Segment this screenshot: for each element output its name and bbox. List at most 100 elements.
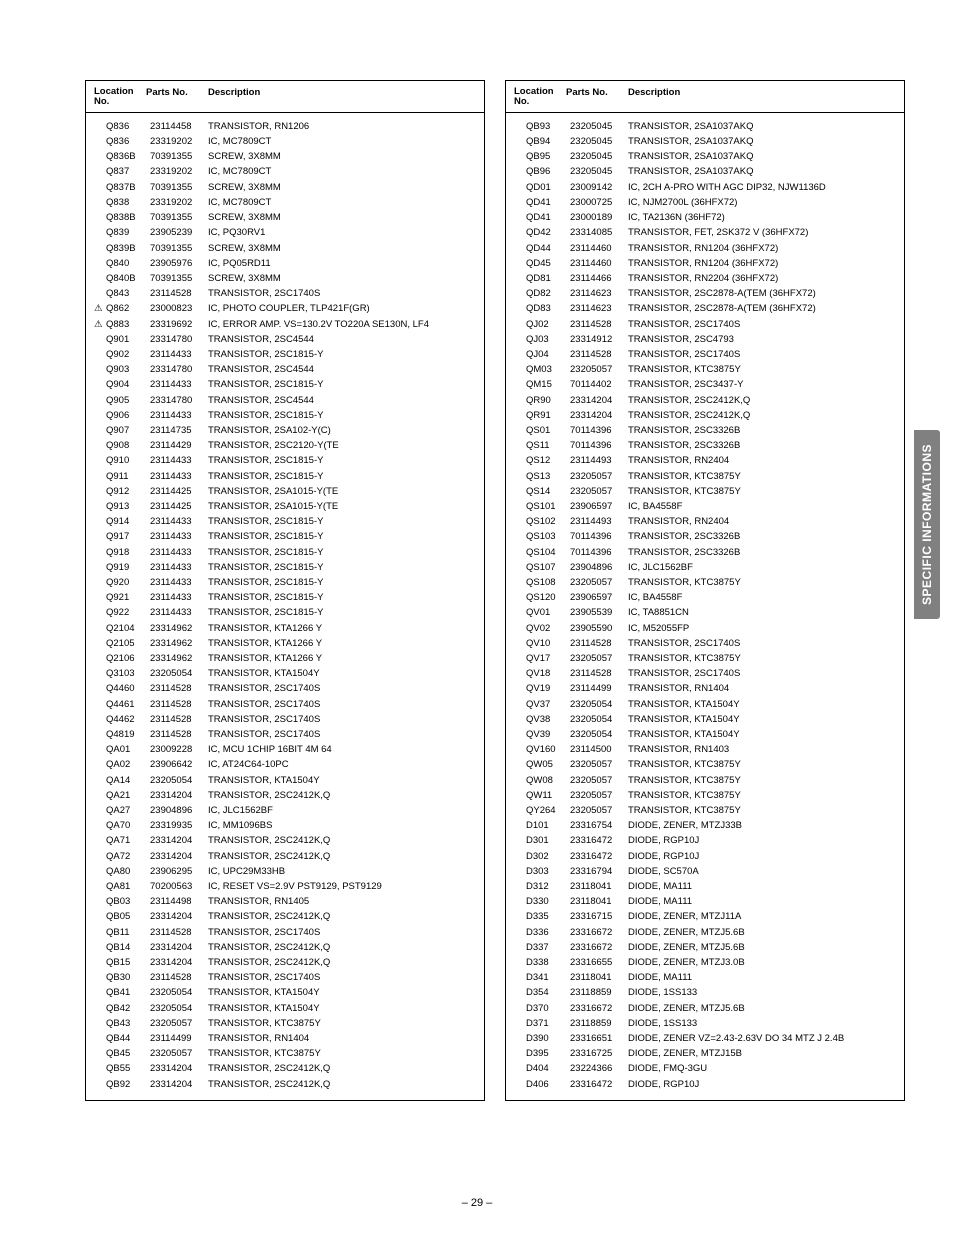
warning-icon bbox=[514, 1001, 526, 1016]
cell-location: QD41 bbox=[526, 210, 570, 225]
cell-location: QD83 bbox=[526, 301, 570, 316]
table-row: QW1123205057TRANSISTOR, KTC3875Y bbox=[514, 788, 896, 803]
table-row: Q91823114433TRANSISTOR, 2SC1815-Y bbox=[94, 545, 476, 560]
cell-description: TRANSISTOR, RN1206 bbox=[208, 119, 476, 134]
cell-location: QS103 bbox=[526, 529, 570, 544]
warning-icon bbox=[94, 864, 106, 879]
table-row: QA0223906642IC, AT24C64-10PC bbox=[94, 757, 476, 772]
cell-parts: 70200563 bbox=[150, 879, 208, 894]
cell-description: TRANSISTOR, FET, 2SK372 V (36HFX72) bbox=[628, 225, 896, 240]
cell-location: QB05 bbox=[106, 909, 150, 924]
warning-icon bbox=[94, 1077, 106, 1092]
cell-description: TRANSISTOR, 2SC4544 bbox=[208, 362, 476, 377]
cell-parts: 23114499 bbox=[150, 1031, 208, 1046]
warning-icon bbox=[514, 712, 526, 727]
cell-parts: 23224366 bbox=[570, 1061, 628, 1076]
cell-location: QB93 bbox=[526, 119, 570, 134]
cell-description: DIODE, ZENER, MTZJ11A bbox=[628, 909, 896, 924]
cell-description: TRANSISTOR, KTC3875Y bbox=[628, 469, 896, 484]
cell-description: TRANSISTOR, RN1404 bbox=[208, 1031, 476, 1046]
cell-location: Q843 bbox=[106, 286, 150, 301]
cell-description: TRANSISTOR, KTC3875Y bbox=[628, 803, 896, 818]
cell-location: Q920 bbox=[106, 575, 150, 590]
warning-icon bbox=[514, 575, 526, 590]
table-row: D34123118041DIODE, MA111 bbox=[514, 970, 896, 985]
warning-icon bbox=[514, 1016, 526, 1031]
table-row: QV3923205054TRANSISTOR, KTA1504Y bbox=[514, 727, 896, 742]
table-row: Q84023905976IC, PQ05RD11 bbox=[94, 256, 476, 271]
table-row: D39023316651DIODE, ZENER VZ=2.43-2.63V D… bbox=[514, 1031, 896, 1046]
cell-description: IC, TA2136N (36HF72) bbox=[628, 210, 896, 225]
cell-parts: 23314204 bbox=[150, 1077, 208, 1092]
table-row: Q91023114433TRANSISTOR, 2SC1815-Y bbox=[94, 453, 476, 468]
cell-location: Q862 bbox=[106, 301, 150, 316]
cell-description: IC, PQ05RD11 bbox=[208, 256, 476, 271]
cell-parts: 23205057 bbox=[150, 1046, 208, 1061]
warning-icon bbox=[514, 849, 526, 864]
warning-icon bbox=[514, 301, 526, 316]
cell-description: IC, PHOTO COUPLER, TLP421F(GR) bbox=[208, 301, 476, 316]
column-header: Location No. Parts No. Description bbox=[506, 81, 904, 113]
cell-parts: 23114460 bbox=[570, 256, 628, 271]
cell-parts: 23118041 bbox=[570, 894, 628, 909]
cell-parts: 23114433 bbox=[150, 575, 208, 590]
table-row: Q840B70391355SCREW, 3X8MM bbox=[94, 271, 476, 286]
cell-parts: 23906295 bbox=[150, 864, 208, 879]
table-row: QV0123905539IC, TA8851CN bbox=[514, 605, 896, 620]
warning-icon bbox=[514, 985, 526, 1000]
table-row: QD4423114460TRANSISTOR, RN1204 (36HFX72) bbox=[514, 241, 896, 256]
cell-parts: 23114528 bbox=[150, 925, 208, 940]
cell-parts: 23314204 bbox=[150, 940, 208, 955]
cell-description: TRANSISTOR, 2SA1037AKQ bbox=[628, 164, 896, 179]
cell-description: IC, TA8851CN bbox=[628, 605, 896, 620]
cell-parts: 23314962 bbox=[150, 621, 208, 636]
cell-location: D101 bbox=[526, 818, 570, 833]
warning-icon bbox=[514, 1061, 526, 1076]
cell-location: Q837B bbox=[106, 180, 150, 195]
warning-icon bbox=[94, 590, 106, 605]
cell-parts: 23205057 bbox=[570, 362, 628, 377]
warning-icon bbox=[514, 666, 526, 681]
cell-location: QB14 bbox=[106, 940, 150, 955]
warning-icon bbox=[514, 210, 526, 225]
cell-location: Q836 bbox=[106, 134, 150, 149]
cell-description: TRANSISTOR, 2SA1037AKQ bbox=[628, 134, 896, 149]
warning-icon bbox=[94, 1031, 106, 1046]
cell-description: TRANSISTOR, KTC3875Y bbox=[628, 788, 896, 803]
warning-icon bbox=[514, 727, 526, 742]
table-row: QR9123314204TRANSISTOR, 2SC2412K,Q bbox=[514, 408, 896, 423]
cell-description: IC, JLC1562BF bbox=[208, 803, 476, 818]
cell-parts: 23114528 bbox=[150, 712, 208, 727]
cell-description: TRANSISTOR, 2SC1740S bbox=[208, 712, 476, 727]
right-rows: QB9323205045TRANSISTOR, 2SA1037AKQQB9423… bbox=[506, 113, 904, 1100]
header-parts: Parts No. bbox=[566, 87, 628, 108]
cell-parts: 70114396 bbox=[570, 423, 628, 438]
table-row: QA2723904896IC, JLC1562BF bbox=[94, 803, 476, 818]
table-row: QD4123000189IC, TA2136N (36HF72) bbox=[514, 210, 896, 225]
cell-location: Q902 bbox=[106, 347, 150, 362]
cell-description: DIODE, RGP10J bbox=[628, 833, 896, 848]
cell-location: QW11 bbox=[526, 788, 570, 803]
table-row: QD4523114460TRANSISTOR, RN1204 (36HFX72) bbox=[514, 256, 896, 271]
warning-icon bbox=[514, 909, 526, 924]
cell-description: DIODE, FMQ-3GU bbox=[628, 1061, 896, 1076]
cell-location: QA80 bbox=[106, 864, 150, 879]
cell-parts: 23114528 bbox=[570, 636, 628, 651]
cell-location: Q910 bbox=[106, 453, 150, 468]
cell-parts: 70391355 bbox=[150, 241, 208, 256]
cell-location: QD44 bbox=[526, 241, 570, 256]
cell-description: TRANSISTOR, KTC3875Y bbox=[628, 575, 896, 590]
table-row: D30323316794DIODE, SC570A bbox=[514, 864, 896, 879]
table-row: D39523316725DIODE, ZENER, MTZJ15B bbox=[514, 1046, 896, 1061]
cell-description: TRANSISTOR, 2SC1815-Y bbox=[208, 605, 476, 620]
cell-location: D354 bbox=[526, 985, 570, 1000]
cell-description: IC, M52055FP bbox=[628, 621, 896, 636]
table-row: QM1570114402TRANSISTOR, 2SC3437-Y bbox=[514, 377, 896, 392]
table-row: Q210423314962TRANSISTOR, KTA1266 Y bbox=[94, 621, 476, 636]
header-description: Description bbox=[208, 87, 476, 108]
cell-description: TRANSISTOR, KTA1504Y bbox=[628, 697, 896, 712]
warning-icon bbox=[94, 1001, 106, 1016]
cell-description: IC, JLC1562BF bbox=[628, 560, 896, 575]
cell-parts: 23205054 bbox=[570, 697, 628, 712]
cell-parts: 23905539 bbox=[570, 605, 628, 620]
